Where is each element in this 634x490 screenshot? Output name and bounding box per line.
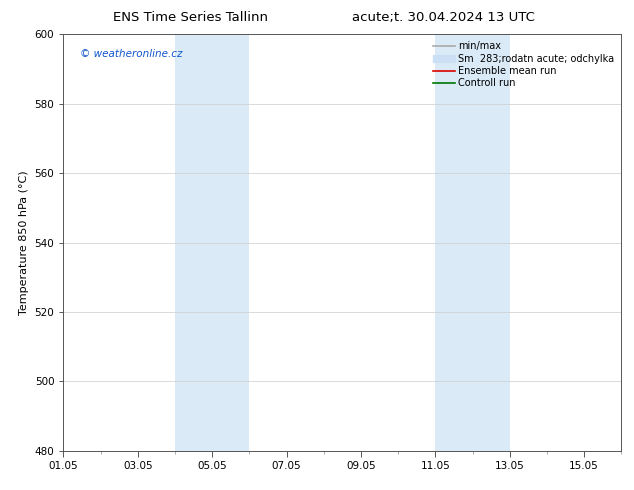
Legend: min/max, Sm  283;rodatn acute; odchylka, Ensemble mean run, Controll run: min/max, Sm 283;rodatn acute; odchylka, … [431,39,616,90]
Bar [436,34,510,451]
Text: ENS Time Series Tallinn: ENS Time Series Tallinn [113,11,268,24]
Text: © weatheronline.cz: © weatheronline.cz [80,49,183,59]
Y-axis label: Temperature 850 hPa (°C): Temperature 850 hPa (°C) [19,170,29,315]
Text: acute;t. 30.04.2024 13 UTC: acute;t. 30.04.2024 13 UTC [353,11,535,24]
Bar [175,34,249,451]
